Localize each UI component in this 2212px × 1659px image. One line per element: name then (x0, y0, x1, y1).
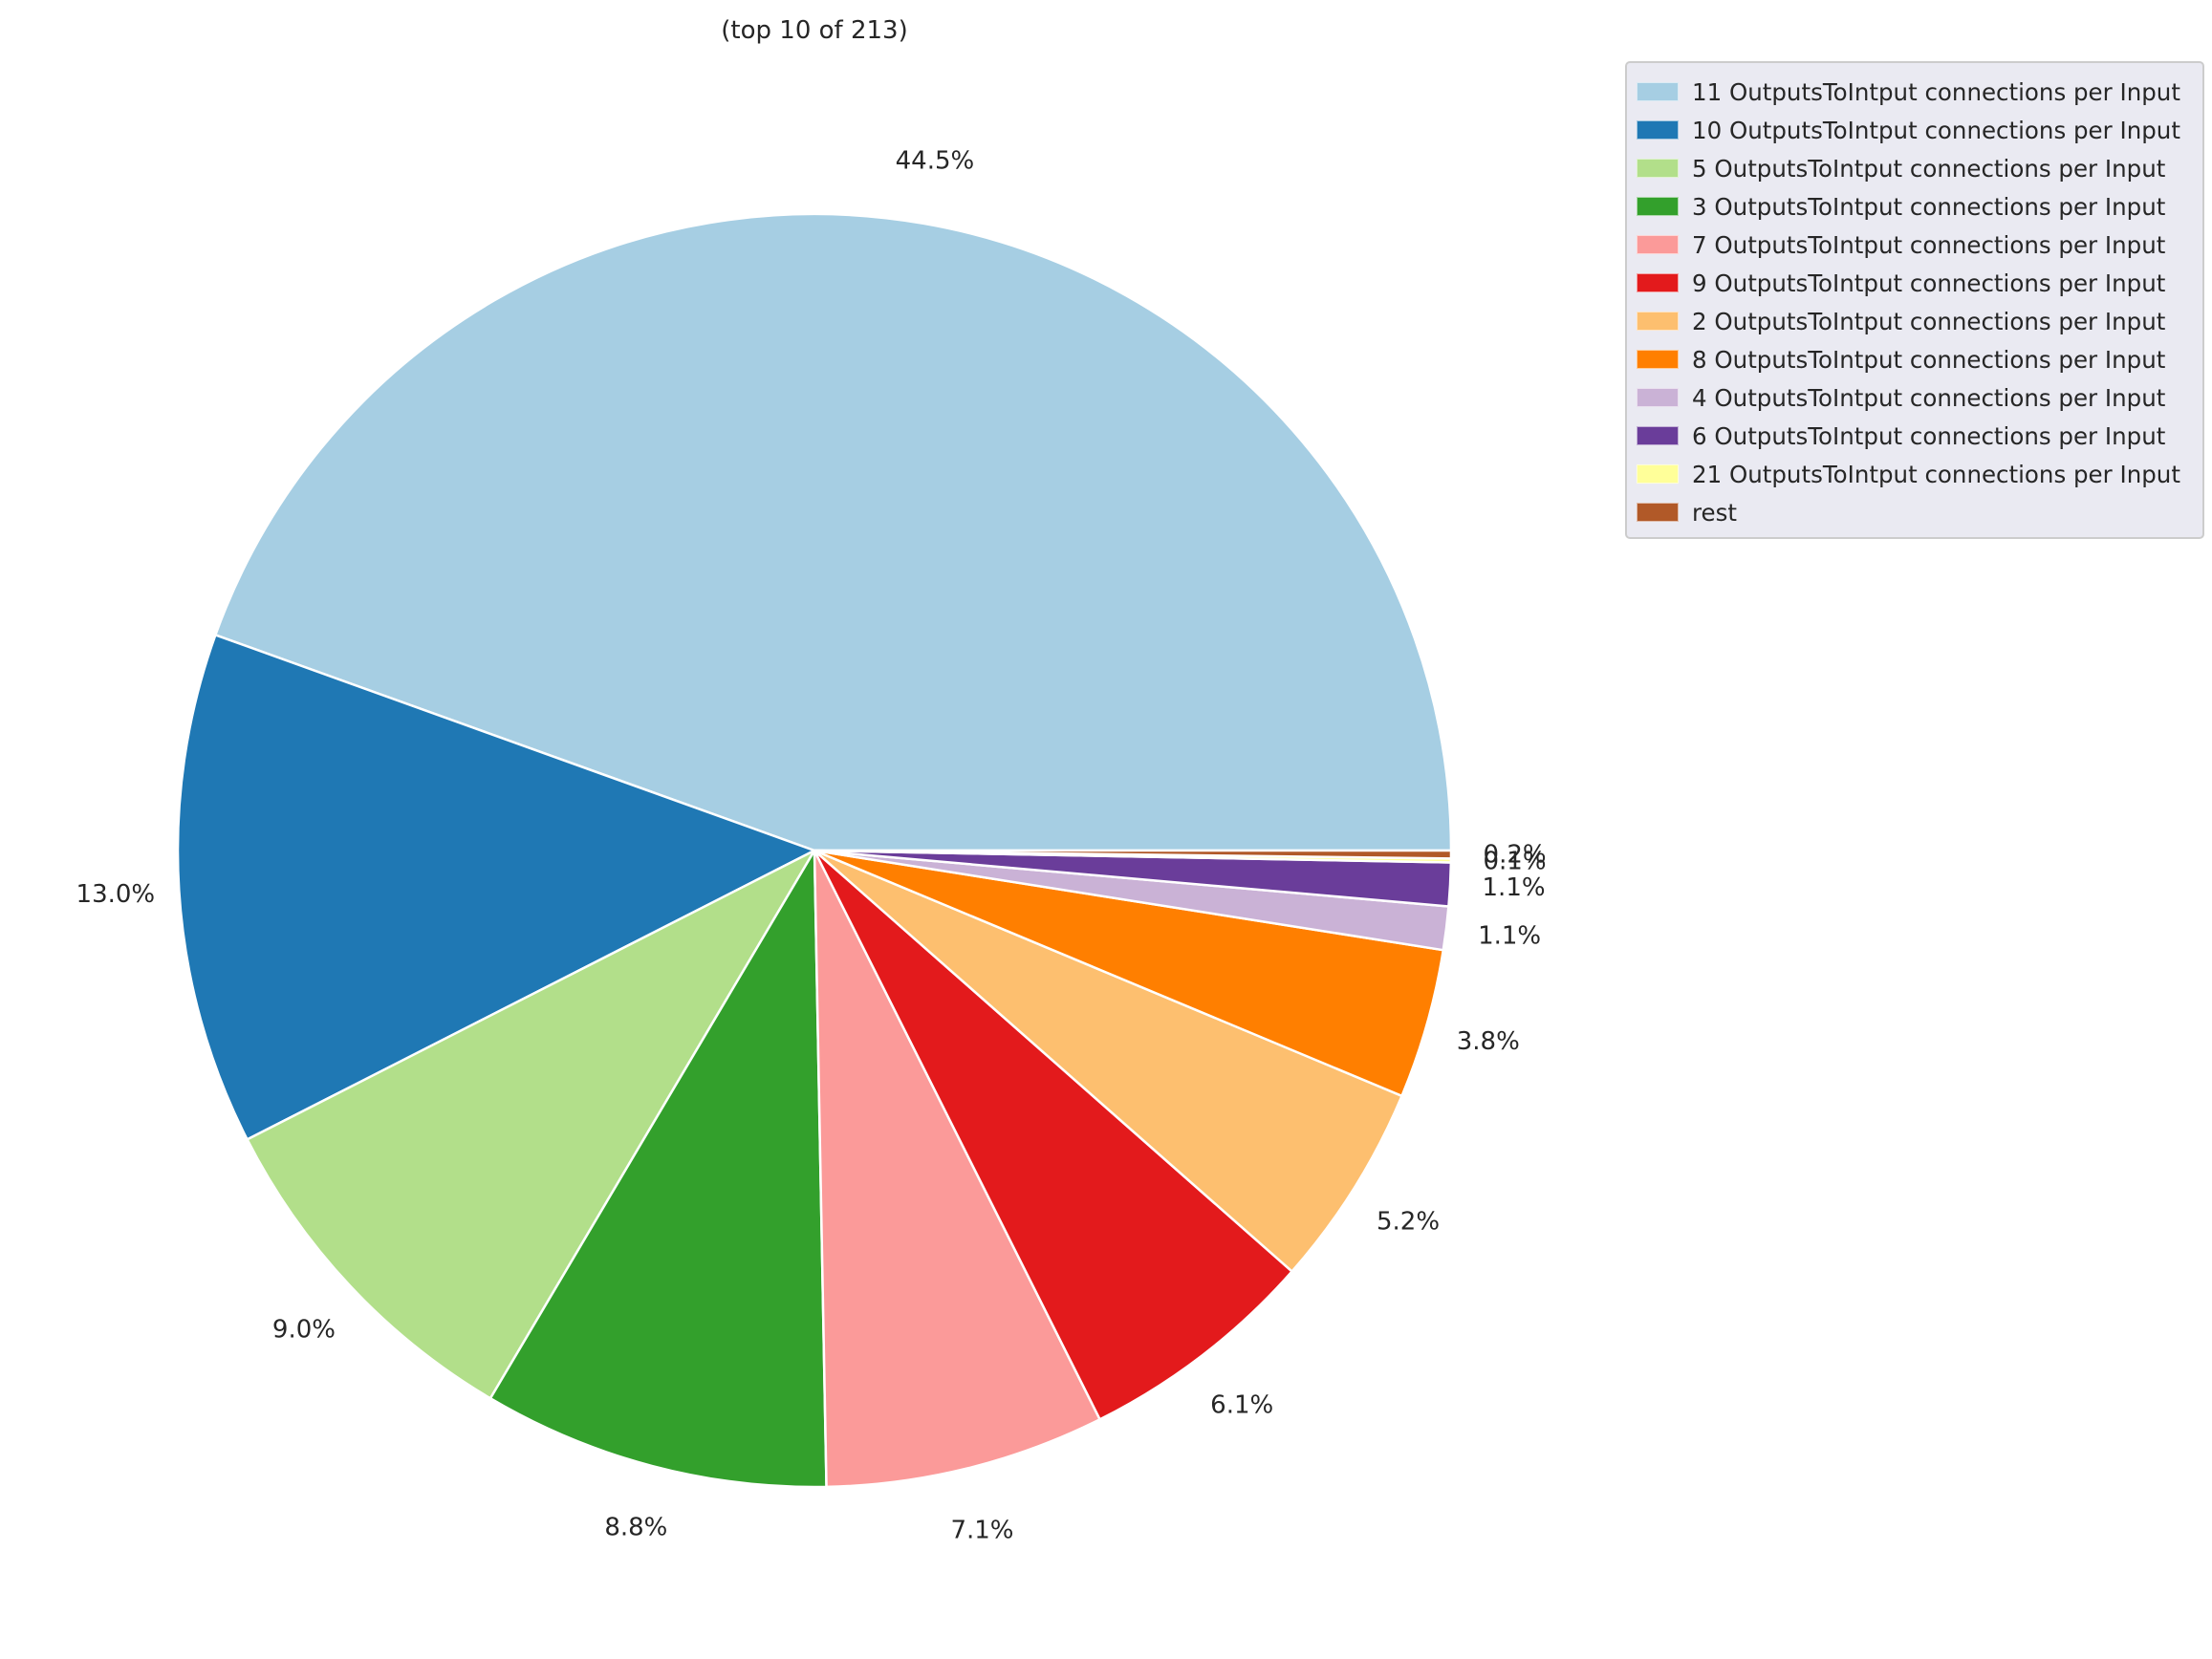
pie-slice (246, 849, 816, 1400)
pie-slice-percent-label: 0.2% (1484, 841, 1547, 870)
legend-swatch (1637, 120, 1679, 140)
pie-slice-percent-label: 13.0% (76, 880, 156, 909)
legend-swatch (1637, 312, 1679, 331)
legend-label: 11 OutputsToIntput connections per Input (1692, 77, 2180, 106)
pie-slice-percent-label: 8.8% (604, 1513, 667, 1541)
legend-swatch (1637, 82, 1679, 101)
pie-slice-percent-label: 5.2% (1377, 1208, 1440, 1237)
legend-item: 3 OutputsToIntput connections per Input (1637, 187, 2195, 226)
legend-swatch (1637, 159, 1679, 178)
chart-title: (top 10 of 213) (721, 16, 907, 45)
pie-slice-percent-label: 44.5% (896, 146, 975, 175)
legend-label: 2 OutputsToIntput connections per Input (1692, 307, 2166, 335)
legend-item: 10 OutputsToIntput connections per Input (1637, 111, 2195, 149)
legend-label: 9 OutputsToIntput connections per Input (1692, 269, 2166, 297)
legend-item: 11 OutputsToIntput connections per Input (1637, 73, 2195, 111)
legend-item: 9 OutputsToIntput connections per Input (1637, 264, 2195, 302)
legend-label: 5 OutputsToIntput connections per Input (1692, 154, 2166, 183)
legend-swatch (1637, 426, 1679, 445)
legend-item: 6 OutputsToIntput connections per Input (1637, 417, 2195, 455)
legend-swatch (1637, 273, 1679, 292)
legend-label: 21 OutputsToIntput connections per Input (1692, 460, 2180, 488)
pie-slice-percent-label: 0.1% (1483, 848, 1546, 876)
pie-slices (176, 212, 1453, 1489)
legend-item: 21 OutputsToIntput connections per Input (1637, 455, 2195, 493)
legend-label: 6 OutputsToIntput connections per Input (1692, 421, 2166, 450)
pie-slice (813, 849, 1403, 1273)
legend-label: 3 OutputsToIntput connections per Input (1692, 192, 2166, 221)
legend-label: rest (1692, 498, 1737, 527)
pie-slice (214, 212, 1453, 852)
pie-slice (813, 849, 1293, 1421)
pie-slice (488, 849, 828, 1489)
pie-percent-labels: 44.5% 13.0% 9.0% 8.8% 7.1% 6.1% 5.2% 3.8% 1.1% 1.… (76, 146, 1547, 1544)
pie-slice-percent-label: 1.1% (1478, 922, 1541, 951)
legend-item: 5 OutputsToIntput connections per Input (1637, 149, 2195, 187)
legend-item: 8 OutputsToIntput connections per Input (1637, 340, 2195, 378)
legend: 11 OutputsToIntput connections per Input… (1625, 61, 2204, 539)
pie-slice (176, 634, 816, 1141)
legend-swatch (1637, 350, 1679, 369)
legend-swatch (1637, 235, 1679, 254)
legend-swatch (1637, 197, 1679, 216)
legend-item: 7 OutputsToIntput connections per Input (1637, 226, 2195, 264)
legend-swatch (1637, 388, 1679, 407)
pie-slice-percent-label: 7.1% (950, 1516, 1013, 1544)
legend-label: 10 OutputsToIntput connections per Input (1692, 116, 2180, 144)
pie-slice-percent-label: 1.1% (1483, 873, 1546, 902)
legend-item: 2 OutputsToIntput connections per Input (1637, 302, 2195, 340)
legend-label: 4 OutputsToIntput connections per Input (1692, 383, 2166, 412)
legend-item: rest (1637, 493, 2195, 531)
pie-slice (813, 849, 1453, 860)
pie-slice-percent-label: 6.1% (1210, 1390, 1273, 1419)
pie-slice (813, 849, 1101, 1489)
legend-label: 8 OutputsToIntput connections per Input (1692, 345, 2166, 374)
pie-slice-percent-label: 9.0% (272, 1315, 336, 1344)
legend-label: 7 OutputsToIntput connections per Input (1692, 230, 2166, 259)
legend-item: 4 OutputsToIntput connections per Input (1637, 378, 2195, 417)
legend-swatch (1637, 503, 1679, 522)
pie-slice-percent-label: 3.8% (1457, 1027, 1520, 1056)
legend-swatch (1637, 464, 1679, 484)
